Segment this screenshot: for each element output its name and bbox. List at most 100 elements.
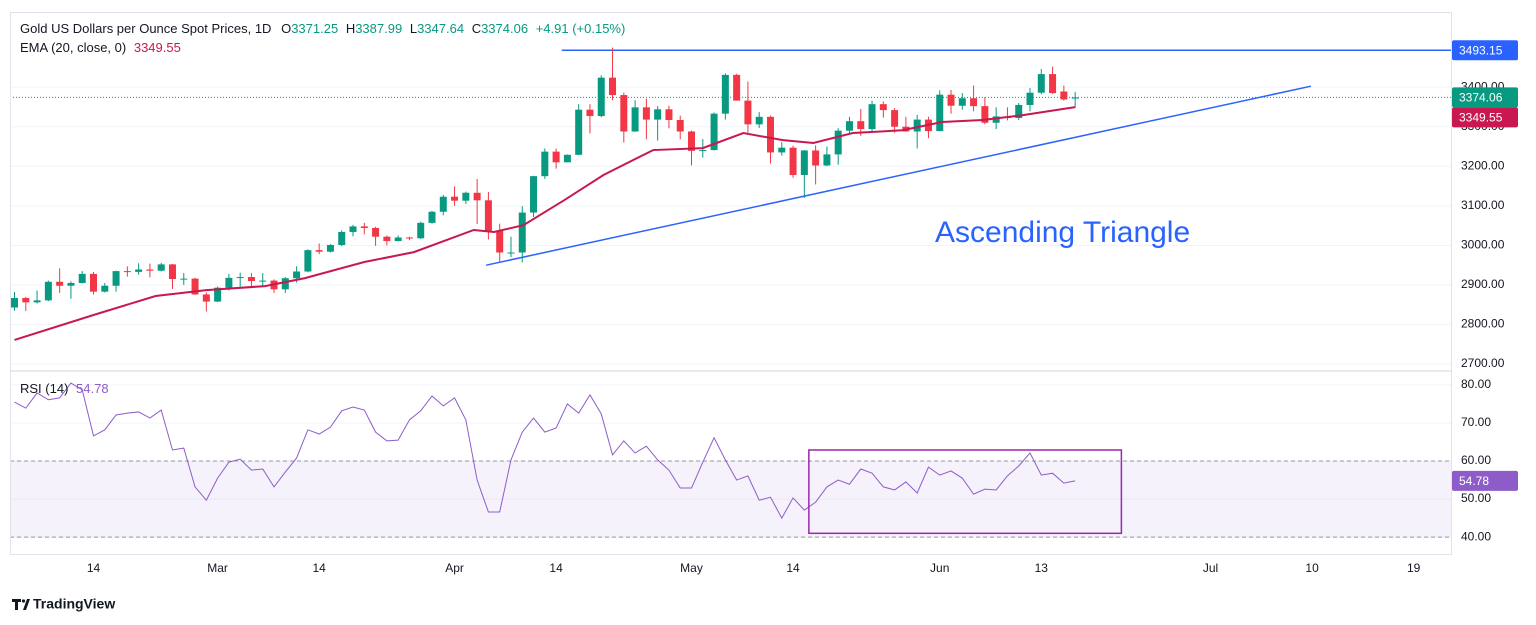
candle-body (789, 147, 797, 175)
x-tick-label: Jun (930, 561, 949, 575)
candle-body (721, 74, 729, 114)
candle-body (168, 264, 176, 280)
candle-body (326, 244, 334, 252)
x-tick-label: 14 (549, 561, 563, 575)
candle-body (1060, 91, 1068, 100)
x-tick-label: 10 (1305, 561, 1319, 575)
price-label: 3349.55 (1459, 111, 1503, 125)
plot-area (10, 47, 1452, 538)
logo-icon (12, 599, 30, 610)
candle-body (315, 250, 323, 252)
candle-body (1037, 74, 1045, 93)
candle-body (868, 104, 876, 130)
candle-body (101, 285, 109, 292)
candle-body (812, 150, 820, 166)
candle-body (236, 277, 244, 279)
candle-body (394, 237, 402, 242)
candle-body (157, 264, 165, 271)
candle-body (112, 271, 120, 286)
ema-line (14, 106, 1076, 341)
price-label-box (1452, 107, 1518, 128)
candle-body (845, 121, 853, 131)
candle-body (744, 100, 752, 125)
candle-body (496, 230, 504, 253)
candle-body (214, 287, 222, 302)
candle-body (405, 237, 413, 239)
candle-body (11, 298, 19, 308)
logo-dot (21, 599, 26, 603)
y-tick-label: 3200.00 (1461, 158, 1505, 172)
candle-body (372, 227, 380, 237)
candle-body (135, 269, 143, 272)
candle-body (451, 196, 459, 201)
rsi-tick-label: 80.00 (1461, 377, 1491, 391)
rsi-band (10, 461, 1452, 538)
candle-body (180, 278, 188, 280)
candle-body (733, 74, 741, 101)
legend-header: Gold US Dollars per Ounce Spot Prices, 1… (20, 21, 625, 36)
price-label: 54.78 (1459, 474, 1489, 488)
rsi-value: 54.78 (76, 381, 109, 396)
y-tick-label: 2900.00 (1461, 277, 1505, 291)
candle-body (507, 252, 515, 254)
candle-body (293, 271, 301, 279)
candle-body (360, 226, 368, 228)
price-label-box (1452, 40, 1518, 61)
rsi-legend: RSI (14) 54.78 (20, 381, 109, 396)
candle-body (552, 151, 560, 163)
x-tick-label: 14 (786, 561, 800, 575)
rsi-tick-label: 50.00 (1461, 491, 1491, 505)
candle-body (281, 278, 289, 290)
candle-body (247, 277, 255, 281)
candle-body (1049, 74, 1057, 94)
candle-body (891, 110, 899, 127)
x-tick-label: 13 (1035, 561, 1049, 575)
candle-body (755, 116, 763, 125)
candle-body (1026, 92, 1034, 105)
candle-body (439, 196, 447, 212)
candle-body (778, 147, 786, 153)
candle-body (981, 106, 989, 123)
brand-name: TradingView (33, 596, 115, 612)
rsi-range-box (808, 449, 1123, 535)
price-label-box (1452, 87, 1518, 108)
candle-body (620, 95, 628, 132)
pane-border (10, 12, 1452, 555)
y-tick-label: 2700.00 (1461, 356, 1505, 370)
x-tick-label: 19 (1407, 561, 1421, 575)
candle-body (631, 107, 639, 132)
candle-body (1071, 97, 1079, 99)
ema-name: EMA (20, close, 0) (20, 40, 126, 55)
candle-body (146, 269, 154, 271)
candle-body (349, 226, 357, 232)
candle-body (191, 278, 199, 295)
ema-legend: EMA (20, close, 0) 3349.55 (20, 40, 181, 55)
brand-logo: TradingView (12, 596, 115, 612)
ohlc-value: 3371.25 (291, 21, 338, 36)
candle-body (857, 121, 865, 130)
x-tick-label: 14 (87, 561, 101, 575)
candle-body (654, 109, 662, 120)
rsi-tick-label: 60.00 (1461, 453, 1491, 467)
candle-body (823, 154, 831, 166)
ohlc-value: 3374.06 (481, 21, 528, 36)
candle-body (710, 113, 718, 151)
change-label: +4.91 (+0.15%) (536, 21, 626, 36)
candle-body (462, 192, 470, 201)
candle-body (1015, 104, 1023, 119)
candle-body (518, 212, 526, 253)
candle-body (22, 298, 30, 303)
candle-body (970, 98, 978, 107)
candle-body (800, 150, 808, 175)
candle-body (383, 236, 391, 242)
candle-body (67, 282, 75, 286)
candle-body (304, 250, 312, 272)
ohlc-value: 3347.64 (417, 21, 464, 36)
candle-body (225, 277, 233, 288)
ohlc-key: L (410, 21, 417, 36)
candle-body (688, 131, 696, 151)
x-tick-label: Mar (207, 561, 228, 575)
candle-body (530, 176, 538, 213)
